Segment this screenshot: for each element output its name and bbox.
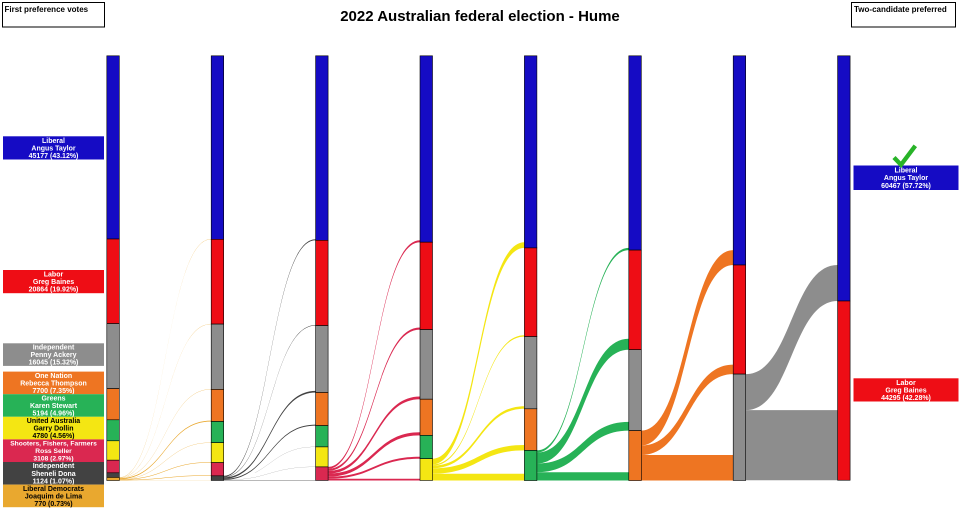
svg-text:16045 (15.32%): 16045 (15.32%) — [29, 360, 79, 367]
svg-text:Garry Dollin: Garry Dollin — [33, 426, 73, 433]
svg-text:Sheneli Dona: Sheneli Dona — [31, 471, 75, 478]
svg-text:Greens: Greens — [41, 395, 65, 402]
svg-text:Angus Taylor: Angus Taylor — [884, 175, 928, 182]
svg-text:Two-candidate preferred: Two-candidate preferred — [854, 5, 947, 14]
svg-text:Greg Baines: Greg Baines — [33, 279, 74, 286]
svg-text:Liberal: Liberal — [895, 168, 918, 175]
svg-text:Labor: Labor — [896, 380, 916, 387]
svg-text:770 (0.73%): 770 (0.73%) — [34, 501, 72, 508]
svg-text:Rebecca Thompson: Rebecca Thompson — [20, 380, 87, 387]
svg-text:7700 (7.35%): 7700 (7.35%) — [32, 388, 74, 395]
svg-text:Penny Ackery: Penny Ackery — [30, 352, 76, 359]
svg-text:44295 (42.28%): 44295 (42.28%) — [881, 395, 931, 402]
svg-text:Independent: Independent — [33, 344, 75, 351]
svg-text:5194 (4.96%): 5194 (4.96%) — [32, 411, 74, 418]
svg-text:2022 Australian federal electi: 2022 Australian federal election - Hume — [340, 8, 620, 25]
svg-text:Liberal: Liberal — [42, 138, 65, 145]
svg-text:Angus Taylor: Angus Taylor — [31, 145, 75, 152]
svg-text:45177 (43.12%): 45177 (43.12%) — [29, 153, 79, 160]
svg-text:Labor: Labor — [44, 271, 64, 278]
svg-text:First preference votes: First preference votes — [5, 5, 89, 14]
svg-text:Shooters, Fishers, Farmers: Shooters, Fishers, Farmers — [10, 440, 97, 447]
svg-text:20864 (19.92%): 20864 (19.92%) — [29, 287, 79, 294]
svg-text:Independent: Independent — [33, 463, 75, 470]
svg-text:United Australia: United Australia — [27, 418, 81, 425]
svg-text:Greg Baines: Greg Baines — [885, 387, 926, 394]
svg-text:Karen Stewart: Karen Stewart — [30, 403, 78, 410]
svg-text:3108 (2.97%): 3108 (2.97%) — [33, 456, 73, 463]
svg-text:Joaquim de Lima: Joaquim de Lima — [25, 493, 82, 500]
svg-text:Ross Seller: Ross Seller — [35, 448, 72, 455]
svg-text:4780 (4.56%): 4780 (4.56%) — [32, 433, 74, 440]
svg-text:60467 (57.72%): 60467 (57.72%) — [881, 183, 931, 190]
svg-text:One Nation: One Nation — [35, 373, 72, 380]
svg-text:1124 (1.07%): 1124 (1.07%) — [33, 478, 75, 485]
svg-text:Liberal Democrats: Liberal Democrats — [23, 486, 84, 493]
